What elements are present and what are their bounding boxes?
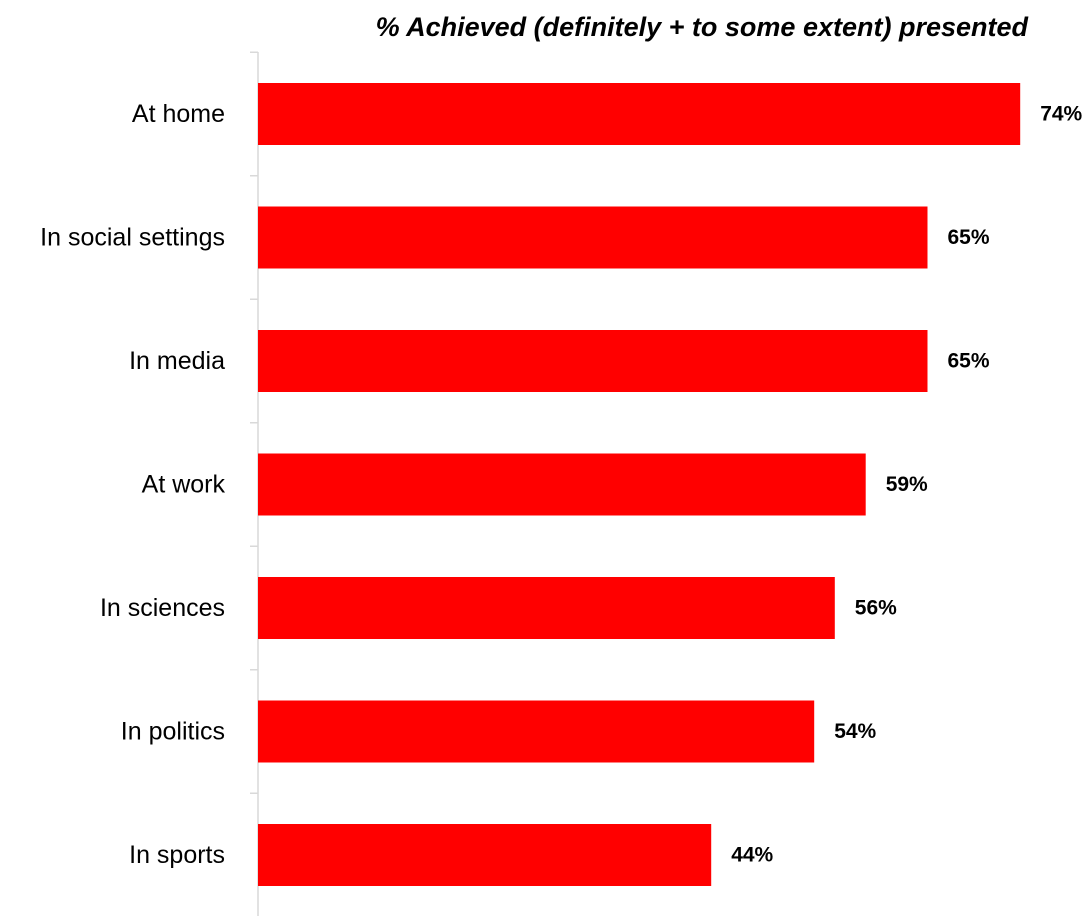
bars [258, 83, 1021, 886]
bar [258, 330, 928, 392]
category-label: In politics [121, 718, 225, 746]
value-label: 56% [855, 597, 897, 620]
bar [258, 83, 1021, 145]
value-labels: 74% 65% 65% 59% 56% 54% 44% [731, 103, 1082, 867]
category-label: In sciences [100, 594, 225, 622]
value-label: 44% [731, 844, 773, 867]
category-labels: At home In social settings In media At work… [40, 100, 225, 869]
category-label: In sports [129, 841, 225, 869]
category-label: In media [129, 347, 225, 375]
value-label: 74% [1040, 103, 1082, 126]
category-label: In social settings [40, 224, 225, 252]
y-axis [250, 51, 259, 916]
bar [258, 824, 712, 886]
bar [258, 700, 815, 763]
value-label: 65% [948, 350, 990, 373]
value-label: 65% [948, 226, 990, 249]
value-label: 54% [834, 720, 876, 743]
bar [258, 453, 866, 516]
chart-title: % Achieved (definitely + to some extent)… [375, 12, 1028, 42]
bar [258, 577, 835, 639]
value-label: 59% [886, 473, 928, 496]
bar [258, 206, 928, 269]
category-label: At work [142, 471, 226, 499]
category-label: At home [132, 100, 225, 128]
